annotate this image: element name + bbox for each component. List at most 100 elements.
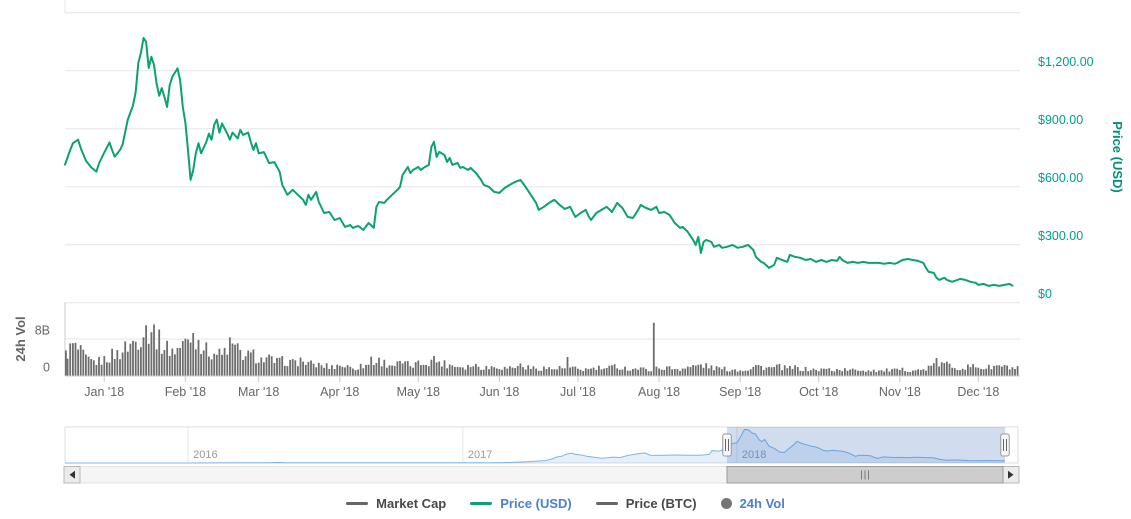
price-axis-title: Price (USD): [1110, 121, 1125, 193]
volume-bar: [857, 370, 859, 376]
volume-bar: [291, 359, 294, 376]
volume-bar: [592, 367, 595, 376]
volume-bar: [632, 369, 634, 376]
volume-bar: [668, 366, 671, 376]
volume-bar: [587, 369, 590, 376]
volume-bar: [598, 365, 600, 376]
x-axis-month-label: Aug '18: [638, 385, 680, 399]
volume-bar: [775, 364, 778, 376]
volume-bar: [187, 339, 189, 376]
volume-bar: [320, 365, 323, 376]
volume-bar: [150, 332, 153, 376]
volume-bar: [425, 365, 427, 376]
volume-bar: [692, 365, 694, 376]
legend-item-price-usd[interactable]: Price (USD): [470, 496, 572, 511]
x-axis-month-label: Oct '18: [799, 385, 838, 399]
navigator-frame: [64, 426, 1019, 464]
legend-item-24h-vol[interactable]: 24h Vol: [720, 496, 785, 511]
volume-bar: [904, 371, 906, 376]
volume-bar: [475, 363, 477, 376]
x-axis-month-label: Apr '18: [320, 385, 359, 399]
volume-bar: [160, 353, 163, 376]
volume-bar: [755, 365, 757, 376]
volume-bar: [833, 371, 836, 376]
volume-bar: [383, 359, 386, 376]
volume-bar: [577, 368, 579, 376]
volume-bar: [817, 371, 820, 376]
legend-marker-circle-icon: [720, 497, 732, 509]
volume-bar: [197, 339, 200, 376]
volume-bar: [464, 369, 467, 376]
volume-bar: [278, 357, 281, 376]
legend-item-market-cap[interactable]: Market Cap: [346, 496, 446, 511]
volume-bar: [286, 366, 289, 376]
x-axis-month-label: May '18: [397, 385, 440, 399]
volume-bar: [409, 366, 412, 376]
volume-bar: [514, 368, 516, 376]
volume-bar: [79, 345, 82, 376]
scrollbar-left-arrow-icon: [69, 470, 75, 479]
volume-bar: [234, 344, 236, 376]
volume-bar: [344, 367, 346, 376]
price-usd-line[interactable]: [64, 37, 1014, 287]
legend-item-price-btc[interactable]: Price (BTC): [595, 496, 697, 511]
volume-bar: [728, 371, 731, 376]
volume-bar: [273, 363, 276, 376]
volume-bar: [841, 371, 844, 376]
volume-bar: [804, 366, 807, 376]
volume-bar: [315, 367, 318, 376]
volume-bar: [603, 368, 605, 376]
volume-bar: [749, 369, 752, 376]
volume-bar: [1011, 367, 1014, 376]
volume-bar: [760, 366, 762, 376]
navigator-handle-left[interactable]: [722, 433, 732, 457]
volume-bar: [215, 354, 218, 376]
legend-marker-line-icon: [470, 501, 493, 505]
volume-bar: [202, 350, 205, 376]
volume-bar: [100, 364, 103, 376]
volume-bar: [558, 365, 561, 376]
volume-bar: [731, 369, 734, 376]
volume-bar: [673, 368, 676, 376]
volume-bar: [126, 351, 129, 376]
volume-axis-title: 24h Vol: [13, 316, 28, 361]
navigator-area-fill: [65, 429, 1005, 463]
x-axis-month-label: Jun '18: [479, 385, 519, 399]
volume-bar: [953, 368, 956, 376]
volume-bar: [124, 341, 127, 376]
volume-bar: [535, 368, 537, 376]
volume-bar: [194, 349, 197, 376]
volume-bar: [823, 368, 825, 376]
volume-bar: [174, 354, 176, 376]
volume-bar: [799, 370, 802, 376]
navigator-handle-right[interactable]: [1000, 433, 1010, 457]
volume-bar: [715, 366, 718, 376]
volume-bar: [616, 368, 619, 376]
volume-bar: [336, 364, 339, 376]
volume-bar: [571, 366, 574, 376]
volume-bar: [637, 369, 639, 376]
volume-bar: [270, 356, 273, 376]
volume-bar: [168, 356, 171, 376]
volume-bar: [543, 366, 545, 376]
volume-bar: [778, 363, 781, 376]
volume-bar: [406, 361, 409, 376]
volume-bar: [642, 367, 645, 376]
volume-bar: [72, 343, 74, 376]
volume-bar: [239, 349, 242, 376]
volume-bar: [98, 356, 100, 376]
navigator-selected-range[interactable]: [727, 427, 1005, 463]
volume-bar: [412, 367, 414, 376]
volume-bar: [145, 325, 147, 376]
volume-bar: [686, 366, 689, 376]
volume-bar: [964, 369, 967, 376]
volume-bar: [867, 370, 870, 376]
volume-bar: [802, 371, 804, 376]
volume-bar: [851, 368, 854, 376]
volume-bar: [757, 365, 760, 376]
volume-bar: [331, 365, 333, 376]
volume-bar: [770, 367, 773, 376]
volume-bar: [862, 370, 865, 376]
volume-bar: [721, 369, 723, 376]
